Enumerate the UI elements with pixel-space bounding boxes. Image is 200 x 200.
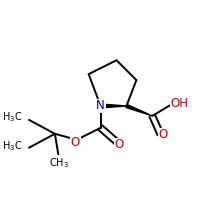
Text: OH: OH (170, 97, 188, 110)
Text: O: O (159, 128, 168, 141)
Text: O: O (115, 138, 124, 151)
Polygon shape (101, 104, 126, 108)
Text: N: N (96, 99, 105, 112)
Text: H$_3$C: H$_3$C (2, 110, 22, 124)
Text: CH$_3$: CH$_3$ (49, 156, 69, 170)
Text: O: O (71, 136, 80, 149)
Text: H$_3$C: H$_3$C (2, 139, 22, 153)
Polygon shape (126, 104, 152, 116)
